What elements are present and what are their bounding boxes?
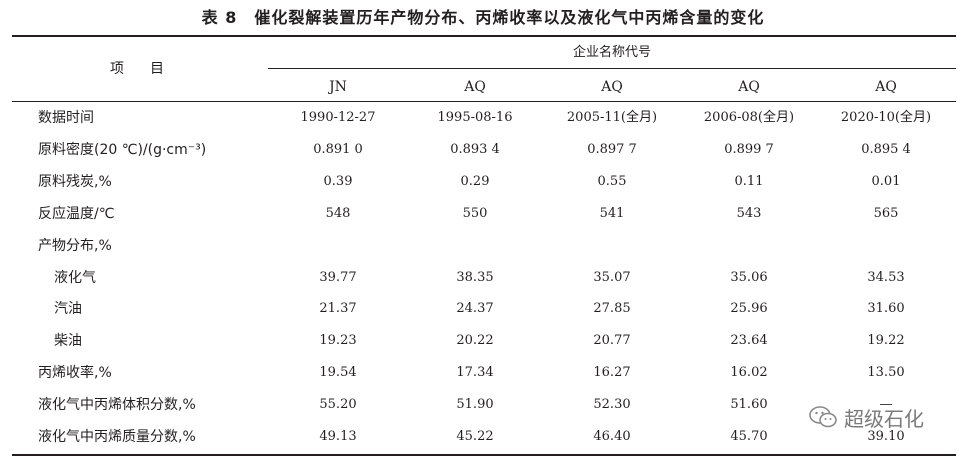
table-cell: 21.37 <box>319 301 357 316</box>
table-cell: 0.899 7 <box>724 142 774 157</box>
table-cell: 1995-08-16 <box>437 110 513 125</box>
group-header: 企业名称代号 <box>572 45 651 60</box>
row-label: 液化气中丙烯体积分数,% <box>38 397 196 413</box>
group-rule <box>268 68 956 69</box>
column-header: AQ <box>875 79 897 95</box>
table-cell: 45.22 <box>456 429 494 444</box>
row-label: 反应温度/℃ <box>38 206 115 222</box>
row-label: 柴油 <box>54 333 82 349</box>
column-header: AQ <box>601 79 623 95</box>
table-cell: 0.893 4 <box>450 142 500 157</box>
table-cell: 27.85 <box>593 301 631 316</box>
table-cell: 38.35 <box>456 270 494 285</box>
table-cell: 39.77 <box>319 270 357 285</box>
table-cell: 0.11 <box>734 174 764 189</box>
column-header: AQ <box>464 79 486 95</box>
table-cell: 548 <box>325 206 351 221</box>
table-cell: 20.77 <box>593 333 631 348</box>
table-cell: 24.37 <box>456 301 494 316</box>
table-cell: 2006-08(全月) <box>703 110 795 125</box>
row-label: 液化气中丙烯质量分数,% <box>38 429 196 445</box>
row-label: 产物分布,% <box>38 238 112 254</box>
table-cell: 19.23 <box>319 333 357 348</box>
column-header: AQ <box>738 79 760 95</box>
table-cell: 19.22 <box>867 333 905 348</box>
table-cell: 23.64 <box>730 333 768 348</box>
table-cell: 16.27 <box>593 365 631 380</box>
table-cell: 35.07 <box>593 270 631 285</box>
table-cell: 55.20 <box>319 397 357 412</box>
table-cell: 1990-12-27 <box>300 110 376 125</box>
table-cell: 0.891 0 <box>313 142 363 157</box>
table-cell: 0.29 <box>460 174 490 189</box>
table-cell: 19.54 <box>319 365 357 380</box>
table-cell: 46.40 <box>593 429 631 444</box>
table-cell: 0.897 7 <box>587 142 637 157</box>
table-cell: 39.10 <box>867 429 905 444</box>
table-cell: 0.55 <box>597 174 627 189</box>
row-label: 原料密度(20 ℃)/(g·cm⁻³) <box>38 142 207 158</box>
row-label: 汽油 <box>54 301 82 317</box>
table-cell: 34.53 <box>867 270 905 285</box>
table-cell: 35.06 <box>730 270 768 285</box>
table-cell: 550 <box>462 206 488 221</box>
table-cell: 0.895 4 <box>861 142 911 157</box>
table-cell: 20.22 <box>456 333 494 348</box>
table-cell: 25.96 <box>730 301 768 316</box>
row-label: 液化气 <box>54 270 96 286</box>
table-cell: 2005-11(全月) <box>566 110 658 125</box>
table-cell: — <box>879 397 893 412</box>
table-cell: 51.60 <box>730 397 768 412</box>
table-cell: 2020-10(全月) <box>840 110 932 125</box>
top-rule <box>12 35 956 37</box>
table-cell: 0.01 <box>871 174 901 189</box>
item-header: 项 目 <box>110 61 170 77</box>
table-cell: 16.02 <box>730 365 768 380</box>
table-cell: 17.34 <box>456 365 494 380</box>
bottom-rule <box>12 454 956 456</box>
header-rule <box>12 101 956 102</box>
table-cell: 52.30 <box>593 397 631 412</box>
row-label: 原料残炭,% <box>38 174 112 190</box>
column-header: JN <box>329 79 347 95</box>
table-cell: 49.13 <box>319 429 357 444</box>
table-cell: 45.70 <box>730 429 768 444</box>
table-cell: 565 <box>873 206 899 221</box>
table-cell: 13.50 <box>867 365 905 380</box>
wechat-icon <box>809 406 837 428</box>
row-label: 数据时间 <box>38 110 94 126</box>
watermark: 超级石化 <box>808 400 948 434</box>
table-cell: 0.39 <box>323 174 353 189</box>
table-cell: 31.60 <box>867 301 905 316</box>
table-cell: 51.90 <box>456 397 494 412</box>
watermark-text: 超级石化 <box>844 406 924 431</box>
table-title: 表 8 催化裂解装置历年产物分布、丙烯收率以及液化气中丙烯含量的变化 <box>201 8 765 27</box>
table-cell: 541 <box>599 206 625 221</box>
table-cell: 543 <box>736 206 762 221</box>
row-label: 丙烯收率,% <box>38 365 112 381</box>
